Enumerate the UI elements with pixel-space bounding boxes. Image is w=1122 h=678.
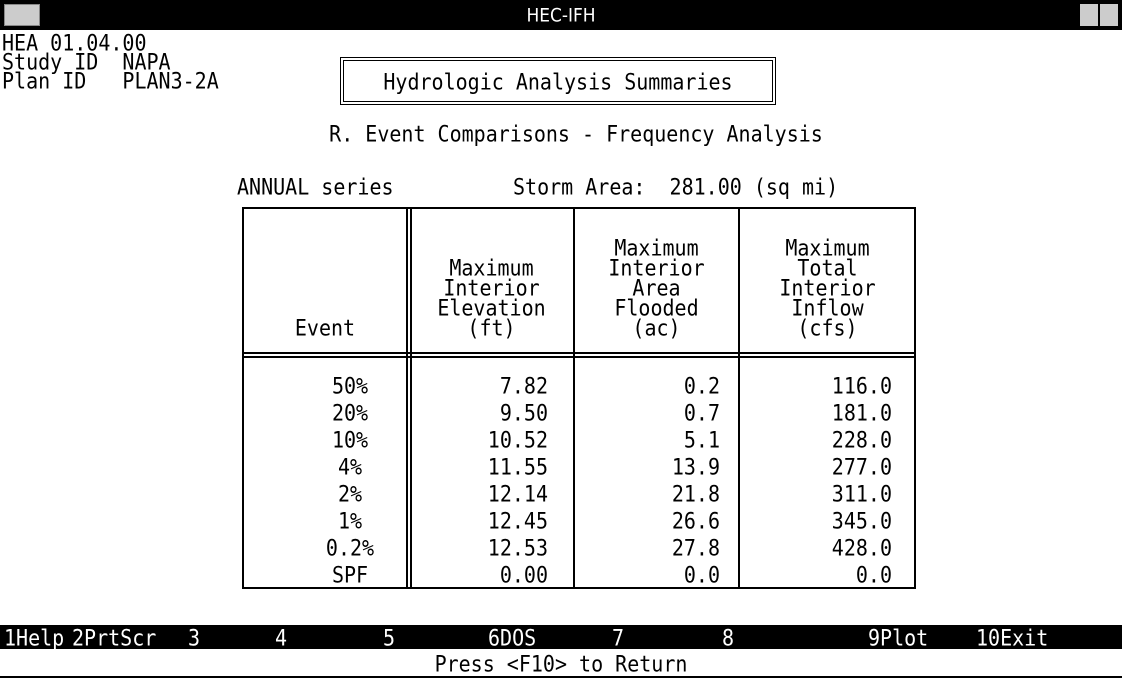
function-key[interactable]: 5 [383, 624, 396, 652]
column-header: (ac) [632, 314, 681, 342]
column-divider [573, 207, 575, 589]
header-divider [242, 352, 916, 358]
subtitle: R. Event Comparisons - Frequency Analysi… [329, 120, 823, 148]
title-box [340, 57, 776, 105]
column-header: Flooded [614, 294, 699, 322]
window-title: HEC-IFH [526, 5, 596, 27]
column-header: Interior [779, 274, 876, 302]
function-key-bar [0, 625, 1122, 649]
table-cell: 2% [337, 480, 363, 508]
table-cell: 12.45 [487, 507, 548, 535]
function-key[interactable]: 6DOS [488, 624, 537, 652]
maximize-button[interactable] [1100, 4, 1118, 26]
table-cell: 0.0 [683, 561, 720, 589]
minimize-button[interactable] [1080, 4, 1098, 26]
table-cell: 4% [337, 453, 363, 481]
table-cell: 10.52 [487, 426, 548, 454]
function-key[interactable]: 8 [722, 624, 735, 652]
function-key[interactable]: 4 [275, 624, 288, 652]
table-cell: 228.0 [831, 426, 892, 454]
table-cell: 116.0 [831, 372, 892, 400]
function-key[interactable]: 1Help [4, 624, 65, 652]
storm-area: Storm Area: 281.00 (sq mi) [513, 173, 839, 201]
table-cell: 5.1 [683, 426, 720, 454]
table-cell: 0.2 [683, 372, 720, 400]
column-header: Interior [608, 254, 705, 282]
info-line: Study ID NAPA [2, 48, 171, 76]
function-key[interactable]: 9Plot [868, 624, 929, 652]
table-cell: 0.7 [683, 399, 720, 427]
function-key[interactable]: 3 [188, 624, 201, 652]
table-cell: 12.53 [487, 534, 548, 562]
bottom-border [0, 676, 1122, 678]
table-cell: 12.14 [487, 480, 548, 508]
function-key[interactable]: 2PrtScr [72, 624, 157, 652]
summary-title: Hydrologic Analysis Summaries [383, 68, 733, 96]
info-line: Plan ID PLAN3-2A [2, 67, 219, 95]
table-cell: 277.0 [831, 453, 892, 481]
column-header: Interior [443, 274, 540, 302]
table-cell: 181.0 [831, 399, 892, 427]
column-divider [406, 207, 412, 589]
column-header: Maximum [614, 234, 699, 262]
column-header: Total [797, 254, 858, 282]
table-cell: 13.9 [671, 453, 720, 481]
table-cell: 21.8 [671, 480, 720, 508]
info-line: HEA 01.04.00 [2, 29, 147, 57]
table-cell: 0.2% [325, 534, 375, 562]
table-cell: 311.0 [831, 480, 892, 508]
column-header: Inflow [791, 294, 864, 322]
series: ANNUAL series [237, 173, 394, 201]
table-cell: 20% [331, 399, 369, 427]
table-cell: 50% [331, 372, 369, 400]
table-cell: 26.6 [671, 507, 720, 535]
status-line: Press <F10> to Return [434, 650, 688, 678]
function-key[interactable]: 7 [612, 624, 625, 652]
table-cell: 10% [331, 426, 369, 454]
column-header: Maximum [785, 234, 870, 262]
column-divider [738, 207, 740, 589]
system-menu[interactable] [4, 4, 40, 26]
table-cell: SPF [331, 561, 369, 589]
table-cell: 1% [337, 507, 363, 535]
column-header: (cfs) [797, 314, 858, 342]
table-cell: 428.0 [831, 534, 892, 562]
table-cell: 345.0 [831, 507, 892, 535]
table-cell: 9.50 [499, 399, 548, 427]
table-cell: 7.82 [499, 372, 548, 400]
table-cell: 11.55 [487, 453, 548, 481]
title-bar [0, 0, 1122, 30]
column-header: Area [632, 274, 681, 302]
function-key[interactable]: 10Exit [976, 624, 1049, 652]
column-header: (ft) [467, 314, 516, 342]
column-header: Event [294, 314, 356, 342]
column-header: Maximum [449, 254, 534, 282]
column-header: Elevation [437, 294, 546, 322]
table-cell: 0.0 [855, 561, 892, 589]
table-cell: 0.00 [499, 561, 548, 589]
table-cell: 27.8 [671, 534, 720, 562]
table-frame [242, 207, 916, 589]
